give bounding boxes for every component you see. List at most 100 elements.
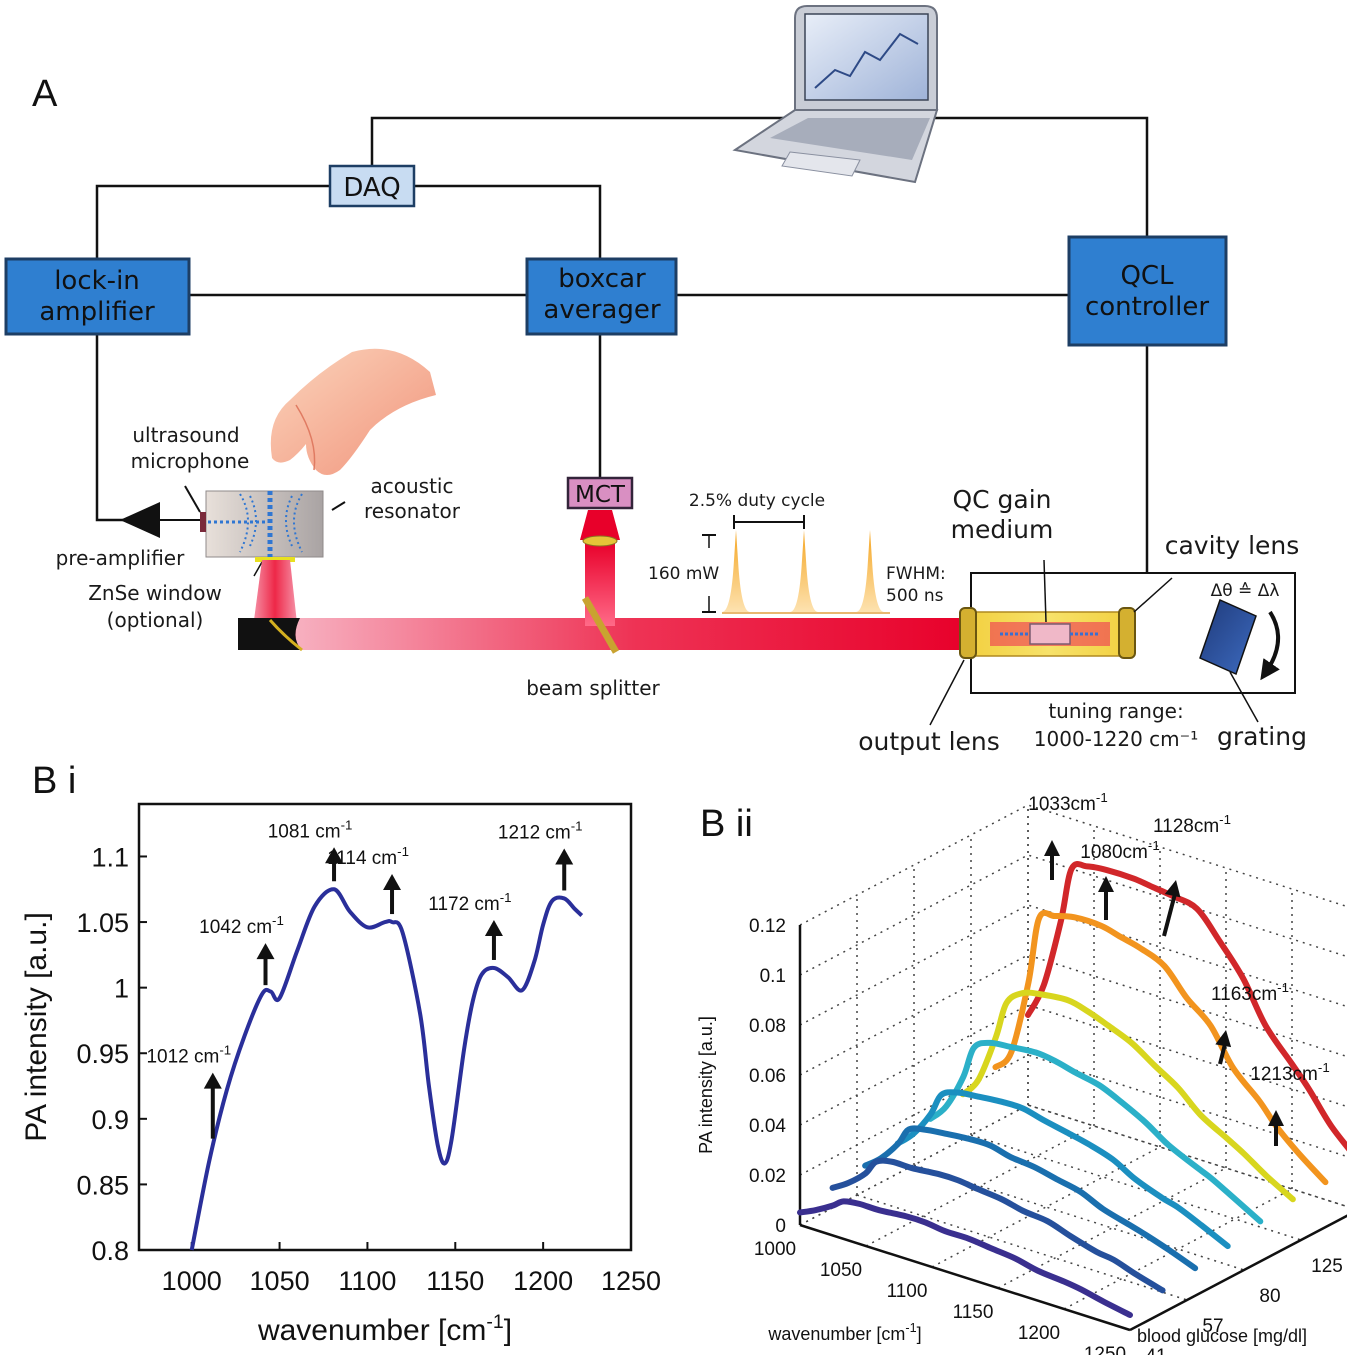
bii-x-axis (799, 1223, 1131, 1332)
bi-x-tick-label: 1050 (250, 1266, 310, 1296)
mct-lens (582, 535, 618, 547)
bii-y-axis-title: blood glucose [mg/dl] (1137, 1326, 1307, 1346)
lockin-label-line2: amplifier (39, 297, 155, 327)
bii-gridline (1027, 1104, 1347, 1208)
bii-peak-label: 1163cm-1 (1211, 980, 1289, 1005)
qc-gain-label-line2: medium (951, 515, 1054, 544)
wire-daq-boxcar (414, 184, 602, 260)
boxcar-averager-box (525, 257, 678, 336)
bii-y-axis (1129, 1214, 1347, 1332)
bi-peak-arrow (383, 874, 402, 915)
bii-z-tick-label: 0.06 (749, 1066, 786, 1087)
bi-plot-frame (137, 802, 633, 1252)
bi-x-tick-label: 1200 (513, 1266, 573, 1296)
cavity-lens-icon (1118, 607, 1136, 659)
bii-z-tick-label: 0 (775, 1216, 786, 1237)
tuning-range-label-line1: tuning range: (1048, 699, 1183, 723)
bi-y-tick-label: 0.9 (91, 1105, 129, 1135)
panel-bi-label: B i (32, 760, 76, 802)
bii-z-tick-label: 0.12 (749, 916, 786, 937)
ultrasound-label-line1: ultrasound (132, 423, 239, 447)
tuning-equivalence-label: Δθ ≙ Δλ (1211, 581, 1280, 601)
bi-y-tick-label: 0.8 (91, 1236, 129, 1266)
bii-peak-label: 1080cm-1 (1080, 838, 1159, 863)
mct-label: MCT (575, 482, 626, 508)
parabolic-mirror (238, 618, 302, 650)
bi-x-tick-label: 1100 (338, 1266, 396, 1296)
output-lens-label: output lens (858, 727, 1000, 756)
znse-label-line2: (optional) (107, 608, 204, 632)
panel-b-i: B i 1000 1050 1100 1150 1200 1250 0.8 0.85 0.9 0.… (20, 760, 661, 1347)
pulse-train (702, 515, 890, 614)
bii-peak-arrow (1044, 840, 1060, 880)
bi-peak-arrow (203, 1072, 222, 1139)
bi-y-tick-label: 1.05 (76, 908, 129, 938)
bi-y-tick-label: 0.95 (76, 1039, 129, 1069)
daq-box (328, 164, 416, 208)
grating-icon (1199, 598, 1257, 676)
qcl-label-line2: controller (1085, 292, 1209, 322)
bi-ticks: 1000 1050 1100 1150 1200 12500.80.850.90.9511… (76, 842, 661, 1296)
bii-gridline (1063, 1188, 1293, 1310)
bi-x-tick-label: 1000 (162, 1266, 222, 1296)
bii-series-line (927, 1039, 1264, 1225)
bii-y-tick-label: 57 (1202, 1316, 1223, 1337)
lockin-label-line1: lock-in (54, 266, 140, 296)
wire-daq-lockin (95, 184, 330, 260)
laptop-icon (732, 5, 939, 184)
bi-peak-label: 1172 cm-1 (428, 890, 511, 915)
bii-series-line (992, 909, 1329, 1186)
bi-x-tick-label: 1250 (601, 1266, 661, 1296)
gain-leader (1043, 559, 1047, 623)
bii-gridline (970, 1134, 1302, 1241)
bii-x-tick-label: 1250 (1084, 1344, 1126, 1355)
lockin-amplifier-box (4, 257, 191, 336)
bii-peak-arrow (1268, 1110, 1284, 1146)
qc-gain-medium (967, 611, 1131, 657)
output-lens-leader (929, 659, 965, 726)
bii-gridline (799, 1004, 1347, 1126)
qcl-controller-box (1067, 235, 1228, 347)
bii-series-line (862, 1125, 1199, 1272)
bii-peak-arrow (1162, 880, 1181, 937)
bi-x-tick-label: 1150 (426, 1266, 484, 1296)
qcl-label-line1: QCL (1120, 261, 1174, 291)
cavity-lens-label: cavity lens (1165, 531, 1300, 560)
fwhm-label-line1: FWHM: (886, 564, 946, 584)
bii-y-tick-label: 80 (1259, 1286, 1280, 1307)
bi-spectrum-line (189, 887, 584, 1251)
beam-splitter-label: beam splitter (526, 676, 660, 700)
bii-gridline (856, 1194, 1188, 1301)
znse-window (255, 557, 295, 562)
bii-gridline (799, 1104, 1347, 1226)
mct-detector-box (566, 476, 634, 510)
bi-peak-arrow (325, 847, 344, 882)
bi-peak-label: 1012 cm-1 (146, 1043, 231, 1068)
preamp-label: pre-amplifier (56, 546, 185, 570)
wiring (95, 116, 1149, 573)
bii-y-tick-label: 125 (1311, 1256, 1343, 1277)
bii-z-axis-title: PA intensity [a.u.] (696, 1016, 716, 1154)
boxcar-label-line2: averager (543, 295, 660, 325)
bii-peak-arrow (1215, 1030, 1232, 1065)
bii-peak-arrow (1098, 876, 1114, 920)
bii-x-axis-title: wavenumber [cm-1] (767, 1321, 921, 1344)
bii-peak-label: 1128cm-1 (1153, 812, 1231, 837)
qc-gain-label-line1: QC gain (952, 485, 1051, 514)
bi-peak-label: 1042 cm-1 (199, 913, 284, 938)
wire-daq-qcl (370, 116, 1149, 238)
bii-y-tick-label: 41 (1145, 1346, 1166, 1355)
znse-leader (253, 561, 263, 577)
bii-x-tick-label: 1200 (1018, 1323, 1060, 1344)
bi-peak-label: 1212 cm-1 (498, 818, 583, 843)
panel-a-label: A (32, 73, 58, 115)
bii-gridline (799, 954, 1347, 1076)
daq-label: DAQ (343, 173, 400, 203)
bi-y-axis-title: PA intensity [a.u.] (20, 912, 53, 1142)
bii-gridline (865, 1125, 1095, 1247)
output-lens-icon (959, 607, 977, 659)
bi-y-tick-label: 1 (114, 974, 129, 1004)
bii-x-tick-label: 1150 (953, 1302, 994, 1323)
